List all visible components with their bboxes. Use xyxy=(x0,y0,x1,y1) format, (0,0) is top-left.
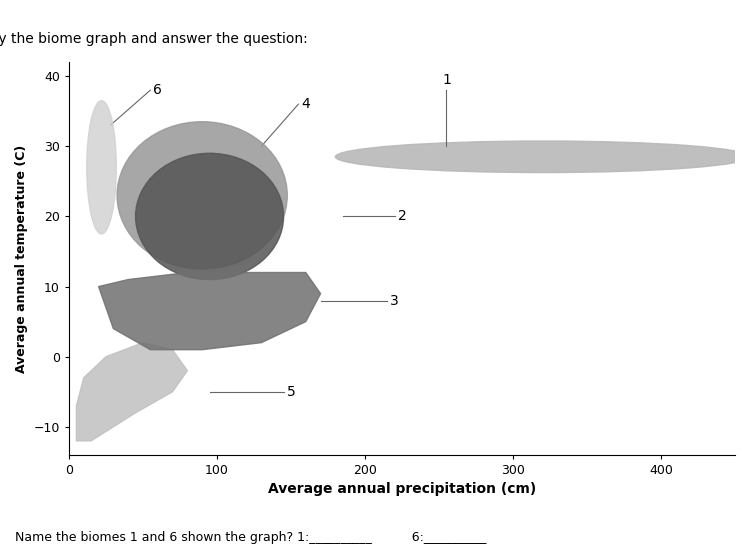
Text: Name the biomes 1 and 6 shown the graph? 1:__________          6:__________: Name the biomes 1 and 6 shown the graph?… xyxy=(15,531,486,544)
Text: 5: 5 xyxy=(286,385,296,399)
Y-axis label: Average annual temperature (C): Average annual temperature (C) xyxy=(15,144,28,372)
Text: 1: 1 xyxy=(442,73,451,87)
X-axis label: Average annual precipitation (cm): Average annual precipitation (cm) xyxy=(268,482,536,497)
Text: 3: 3 xyxy=(390,294,399,307)
Ellipse shape xyxy=(335,141,750,173)
Text: 2: 2 xyxy=(398,210,406,223)
Text: 6: 6 xyxy=(153,83,162,97)
Ellipse shape xyxy=(117,122,287,269)
Ellipse shape xyxy=(87,101,116,234)
Polygon shape xyxy=(98,273,320,350)
Text: 4: 4 xyxy=(302,97,310,111)
Ellipse shape xyxy=(136,153,284,279)
Polygon shape xyxy=(76,343,188,441)
Text: 4. Study the biome graph and answer the question:: 4. Study the biome graph and answer the … xyxy=(0,32,308,46)
